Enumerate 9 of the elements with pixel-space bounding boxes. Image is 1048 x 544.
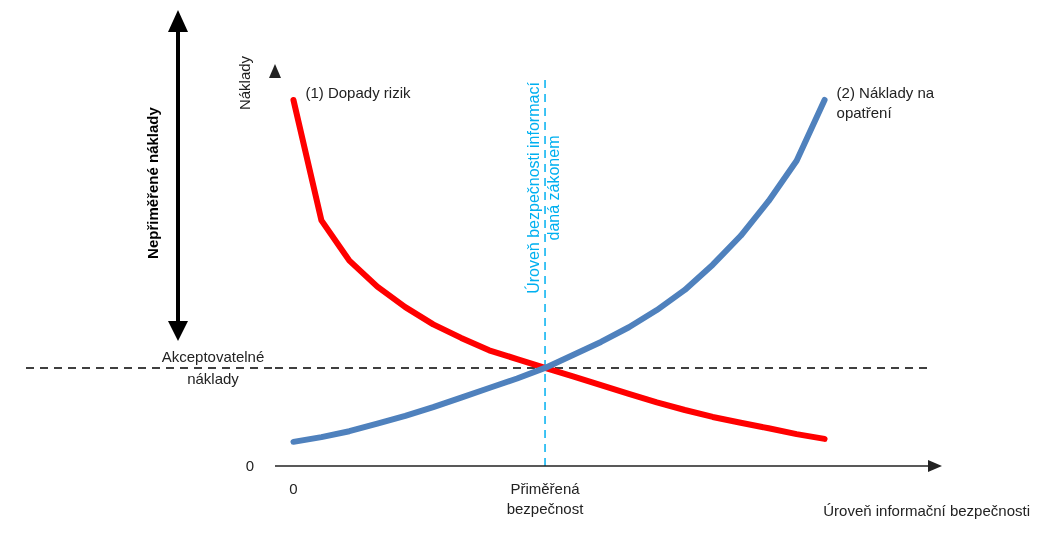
text: 0 — [245, 457, 255, 474]
x-axis-title: Úroveň informační bezpečnosti — [823, 502, 1030, 519]
series-label: (2) Náklady na opatření — [836, 83, 935, 121]
text: Nepřiměřené náklady — [144, 106, 161, 259]
series-label: (1) Dopady rizik — [305, 83, 411, 101]
ref-line-label: Úroveň bezpečnosti informací daná zákonem — [524, 81, 563, 294]
x-tick-label: Přiměřená bezpečnost — [506, 480, 585, 517]
ref-line-label: Akceptovatelné náklady — [161, 347, 265, 387]
y-axis-title: Náklady — [236, 55, 253, 111]
